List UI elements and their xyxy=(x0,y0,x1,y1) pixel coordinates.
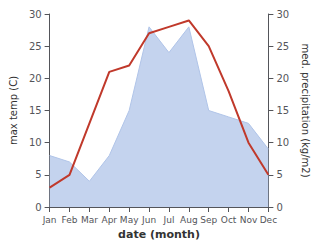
svg-text:30: 30 xyxy=(276,9,289,20)
svg-text:Mar: Mar xyxy=(81,215,98,225)
svg-text:Nov: Nov xyxy=(240,215,258,225)
svg-text:Oct: Oct xyxy=(221,215,237,225)
svg-text:Jun: Jun xyxy=(141,215,156,225)
svg-text:20: 20 xyxy=(276,73,289,84)
svg-text:25: 25 xyxy=(276,41,289,52)
svg-text:25: 25 xyxy=(29,41,42,52)
svg-text:Feb: Feb xyxy=(62,215,78,225)
svg-text:med. precipitation (kg/m2): med. precipitation (kg/m2) xyxy=(300,43,311,177)
svg-text:20: 20 xyxy=(29,73,42,84)
svg-text:15: 15 xyxy=(29,105,42,116)
svg-text:30: 30 xyxy=(29,9,42,20)
svg-text:5: 5 xyxy=(276,169,282,180)
svg-text:10: 10 xyxy=(29,137,42,148)
svg-text:Aug: Aug xyxy=(180,215,198,225)
svg-text:Jan: Jan xyxy=(42,215,57,225)
svg-text:15: 15 xyxy=(276,105,289,116)
svg-text:0: 0 xyxy=(35,202,41,213)
svg-text:0: 0 xyxy=(276,202,282,213)
svg-text:date (month): date (month) xyxy=(118,228,200,241)
svg-text:Jul: Jul xyxy=(163,215,175,225)
svg-text:Apr: Apr xyxy=(101,215,117,225)
svg-text:Dec: Dec xyxy=(260,215,277,225)
svg-text:May: May xyxy=(120,215,139,225)
svg-text:max temp (C): max temp (C) xyxy=(8,76,19,145)
svg-text:Sep: Sep xyxy=(200,215,217,225)
svg-text:10: 10 xyxy=(276,137,289,148)
svg-text:5: 5 xyxy=(35,169,41,180)
